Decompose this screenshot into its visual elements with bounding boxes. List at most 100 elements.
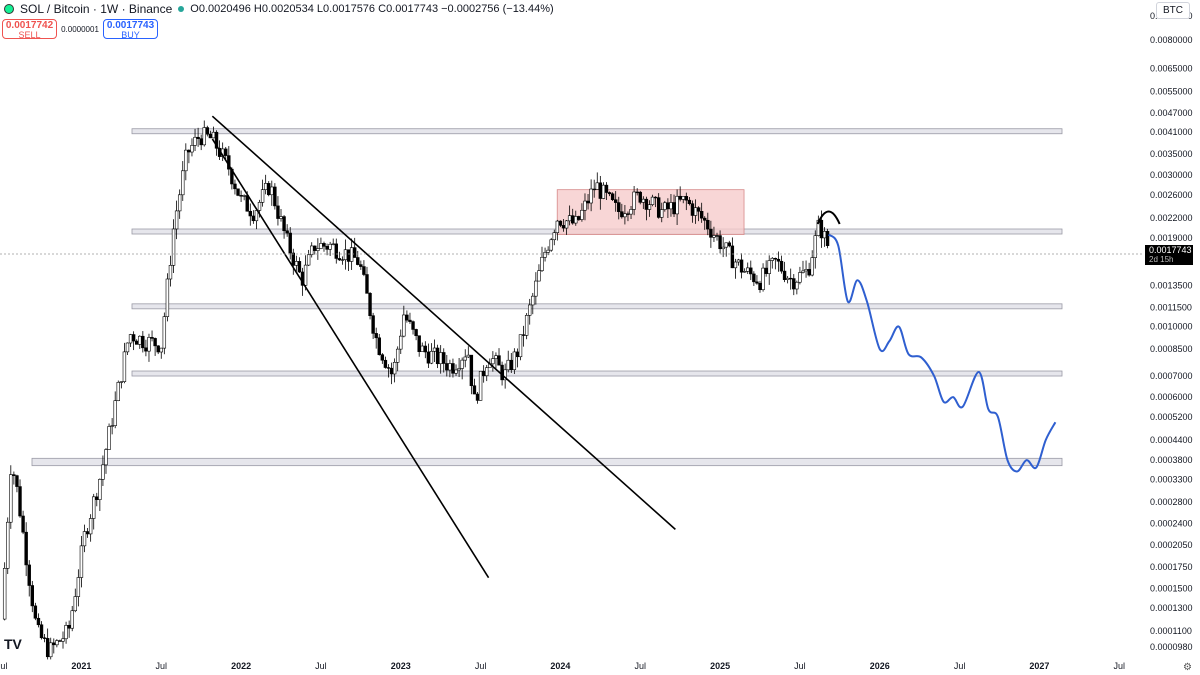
candle-body xyxy=(703,217,707,221)
candle-body xyxy=(162,316,167,349)
candle-body xyxy=(337,258,342,261)
candle-body xyxy=(693,207,698,216)
candle-body xyxy=(408,319,412,322)
y-tick-label: 0.0022000 xyxy=(1150,213,1193,223)
y-tick-label: 0.0013500 xyxy=(1150,280,1193,290)
candle-body xyxy=(88,518,93,535)
candle-body xyxy=(558,220,563,226)
candle-body xyxy=(764,267,768,274)
candle-body xyxy=(506,359,510,371)
candle-body xyxy=(39,624,44,639)
candle-body xyxy=(448,363,452,371)
candle-body xyxy=(171,228,176,266)
candle-body xyxy=(9,474,13,523)
candle-body xyxy=(426,351,431,364)
candle-body xyxy=(586,200,590,204)
candle-body xyxy=(92,496,96,519)
candle-body xyxy=(485,367,489,377)
candle-body xyxy=(316,248,320,251)
candle-body xyxy=(739,259,744,273)
candle-body xyxy=(18,486,22,517)
currency-button[interactable]: BTC xyxy=(1156,2,1190,19)
candle-body xyxy=(242,195,246,197)
candle-body xyxy=(607,192,612,195)
candle-body xyxy=(810,257,814,276)
y-tick-label: 0.0010000 xyxy=(1150,322,1193,332)
candle-body xyxy=(641,198,646,203)
x-tick-label: 2027 xyxy=(1029,661,1049,671)
candle-body xyxy=(773,257,778,260)
candle-body xyxy=(792,278,796,290)
candle-body xyxy=(156,345,160,353)
candle-body xyxy=(635,191,639,194)
tradingview-logo[interactable]: TV xyxy=(4,636,22,652)
projection xyxy=(827,233,1057,473)
y-tick-label: 0.0002800 xyxy=(1150,497,1193,507)
candle-body xyxy=(601,184,606,199)
symbol-title[interactable]: SOL / Bitcoin · 1W · Binance xyxy=(20,2,173,16)
candle-body xyxy=(95,496,99,500)
trade-buttons: 0.0017742 SELL 0.0000001 0.0017743 BUY xyxy=(2,19,158,40)
candle-body xyxy=(423,345,428,353)
candle-body xyxy=(310,245,314,256)
candle-body xyxy=(276,205,280,219)
candle-body xyxy=(460,359,464,369)
candle-body xyxy=(67,625,71,629)
candle-body xyxy=(184,149,188,172)
ohlc-values: O0.0020496 H0.0020534 L0.0017576 C0.0017… xyxy=(190,3,554,15)
candle-body xyxy=(497,355,501,366)
candle-body xyxy=(580,209,584,220)
settings-icon[interactable]: ⚙ xyxy=(1183,662,1192,673)
candle-body xyxy=(399,335,403,350)
candle-body xyxy=(374,333,378,339)
candle-body xyxy=(147,337,151,352)
candle-body xyxy=(451,363,455,374)
candles xyxy=(2,120,830,660)
candle-body xyxy=(749,267,753,275)
x-axis: Jul 2021 Jul 2022 Jul 2023 Jul 2024 Jul 2025 Jul 20… xyxy=(0,661,1125,671)
candle-body xyxy=(782,270,787,280)
candle-body xyxy=(64,625,68,640)
candle-body xyxy=(61,638,65,642)
candle-body xyxy=(267,183,271,196)
candle-body xyxy=(352,247,357,258)
candle-body xyxy=(113,400,117,426)
candle-body xyxy=(653,196,658,199)
candle-body xyxy=(789,277,793,280)
x-tick-label: 2024 xyxy=(550,661,570,671)
candle-body xyxy=(567,215,572,222)
projection-path xyxy=(827,233,1057,473)
buy-button[interactable]: 0.0017743 BUY xyxy=(103,19,158,40)
candle-body xyxy=(577,216,581,220)
y-tick-label: 0.0080000 xyxy=(1150,35,1193,45)
candle-body xyxy=(15,475,19,487)
candle-body xyxy=(138,335,142,345)
candle-body xyxy=(675,195,679,215)
candle-body xyxy=(742,271,747,273)
spread-value: 0.0000001 xyxy=(61,24,99,34)
x-tick-label: Jul xyxy=(315,661,327,671)
candle-body xyxy=(475,393,480,401)
candle-body xyxy=(21,515,25,533)
candle-body xyxy=(24,531,28,566)
candle-body xyxy=(202,127,206,146)
candle-body xyxy=(313,245,317,251)
candle-body xyxy=(466,354,471,358)
candle-body xyxy=(555,220,560,233)
sell-button[interactable]: 0.0017742 SELL xyxy=(2,19,57,40)
candle-body xyxy=(706,219,710,230)
candle-body xyxy=(30,585,35,607)
candle-body xyxy=(42,637,47,639)
x-tick-label: Jul xyxy=(156,661,168,671)
candle-body xyxy=(79,545,84,578)
candle-body xyxy=(478,370,483,401)
candle-body xyxy=(798,272,802,283)
candle-body xyxy=(362,266,366,275)
y-tick-label: 0.0000980 xyxy=(1150,642,1193,652)
candle-body xyxy=(758,282,762,291)
x-tick-label: Jul xyxy=(475,661,487,671)
y-tick-label: 0.0001100 xyxy=(1150,626,1192,636)
candle-body xyxy=(70,610,74,629)
candle-body xyxy=(159,347,163,353)
